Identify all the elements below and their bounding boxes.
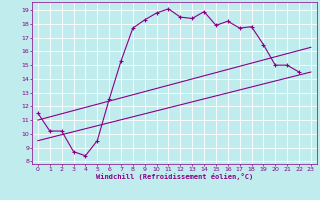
X-axis label: Windchill (Refroidissement éolien,°C): Windchill (Refroidissement éolien,°C) bbox=[96, 173, 253, 180]
